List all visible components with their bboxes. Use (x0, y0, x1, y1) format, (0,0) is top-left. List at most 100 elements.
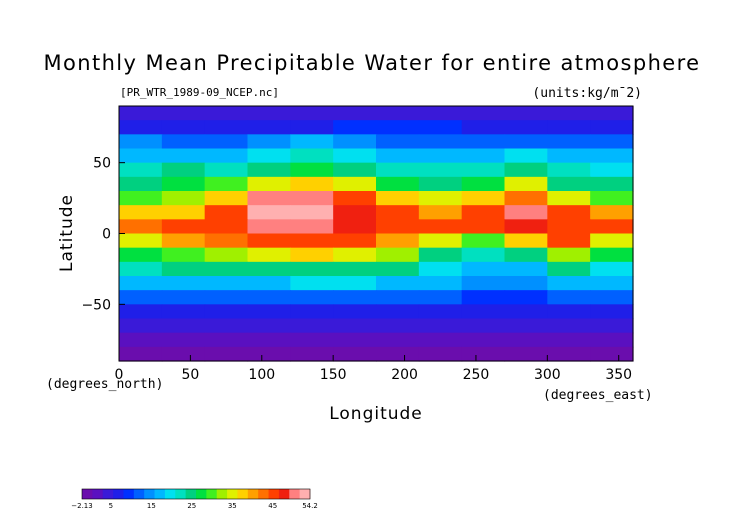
heatmap-cell (204, 162, 249, 178)
y-tick-label: −50 (81, 297, 111, 313)
heatmap-cell (590, 205, 634, 220)
heatmap-cell (376, 134, 420, 150)
heatmap-cell (590, 304, 634, 320)
heatmap-cell (590, 162, 634, 178)
heatmap-cell (376, 191, 420, 206)
heatmap-cell (204, 261, 249, 277)
heatmap-cell (376, 318, 420, 334)
heatmap-cell (290, 332, 334, 348)
heatmap-cell (547, 261, 591, 277)
heatmap-cell (333, 120, 377, 135)
heatmap-cell (590, 219, 634, 235)
colorbar-swatch (82, 489, 93, 499)
heatmap-cell (504, 219, 548, 235)
heatmap-cell (376, 148, 420, 164)
heatmap-cell (119, 290, 163, 305)
heatmap-cell (290, 219, 334, 235)
heatmap-cell (376, 120, 420, 135)
heatmap-cell (333, 247, 377, 263)
x-axis-label: Longitude (329, 404, 423, 424)
units-label: (units:kg/m¯2) (532, 86, 642, 101)
heatmap-cell (290, 205, 334, 220)
heatmap-cell (461, 346, 506, 362)
heatmap-cell (376, 176, 420, 192)
heatmap-cell (376, 304, 420, 320)
heatmap-cell (247, 318, 291, 334)
heatmap-cell (204, 318, 249, 334)
x-tick-label: 0 (115, 367, 124, 383)
heatmap-cell (161, 276, 206, 291)
heatmap-cell (204, 346, 249, 362)
heatmap-field (119, 106, 634, 362)
heatmap-cell (119, 261, 163, 277)
heatmap-cell (290, 148, 334, 164)
heatmap-cell (161, 318, 206, 334)
heatmap-cell (290, 261, 334, 277)
heatmap-cell (418, 290, 463, 305)
heatmap-cell (333, 134, 377, 150)
heatmap-cell (547, 162, 591, 178)
heatmap-cell (590, 261, 634, 277)
heatmap-cell (161, 191, 206, 206)
colorbar-swatch (258, 489, 269, 499)
heatmap-cell (590, 120, 634, 135)
heatmap-cell (119, 120, 163, 135)
heatmap-cell (247, 304, 291, 320)
heatmap-cell (161, 134, 206, 150)
heatmap-cell (204, 176, 249, 192)
heatmap-cell (418, 120, 463, 135)
heatmap-cell (161, 290, 206, 305)
heatmap-cell (547, 276, 591, 291)
heatmap-cell (290, 346, 334, 362)
heatmap-cell (547, 247, 591, 263)
heatmap-cell (504, 290, 548, 305)
heatmap-cell (204, 233, 249, 249)
heatmap-cell (333, 162, 377, 178)
heatmap-cell (290, 134, 334, 150)
heatmap-cell (119, 148, 163, 164)
heatmap-cell (333, 276, 377, 291)
heatmap-cell (119, 247, 163, 263)
heatmap-cell (204, 120, 249, 135)
heatmap-cell (590, 346, 634, 362)
heatmap-cell (119, 219, 163, 235)
heatmap-cell (161, 304, 206, 320)
heatmap-cell (247, 233, 291, 249)
heatmap-cell (418, 247, 463, 263)
heatmap-cell (247, 332, 291, 348)
heatmap-cell (161, 120, 206, 135)
heatmap-cell (461, 247, 506, 263)
heatmap-cell (333, 332, 377, 348)
heatmap-cell (547, 304, 591, 320)
heatmap-cell (418, 106, 463, 121)
heatmap-cell (461, 191, 506, 206)
heatmap-cell (547, 191, 591, 206)
heatmap-cell (333, 106, 377, 121)
heatmap-cell (376, 276, 420, 291)
colorbar-swatch (133, 489, 145, 499)
heatmap-cell (418, 318, 463, 334)
heatmap-cell (290, 233, 334, 249)
heatmap-cell (290, 276, 334, 291)
heatmap-cell (547, 318, 591, 334)
heatmap-cell (547, 290, 591, 305)
x-tick-label: 100 (248, 367, 275, 383)
heatmap-cell (290, 191, 334, 206)
source-file-label: [PR_WTR_1989-09_NCEP.nc] (120, 86, 279, 99)
heatmap-cell (504, 148, 548, 164)
heatmap-cell (504, 261, 548, 277)
colorbar-swatch (268, 489, 280, 499)
heatmap-cell (290, 247, 334, 263)
colorbar-labels: −2.13 5 15 25 35 45 54.2 (71, 502, 318, 510)
heatmap-cell (161, 148, 206, 164)
heatmap-cell (504, 247, 548, 263)
heatmap-cell (418, 261, 463, 277)
heatmap-cell (204, 205, 249, 220)
heatmap-cell (418, 304, 463, 320)
heatmap-cell (418, 176, 463, 192)
heatmap-cell (119, 205, 163, 220)
colorbar-swatch (237, 489, 249, 499)
colorbar-swatch (175, 489, 187, 499)
x-tick-label: 350 (605, 367, 632, 383)
